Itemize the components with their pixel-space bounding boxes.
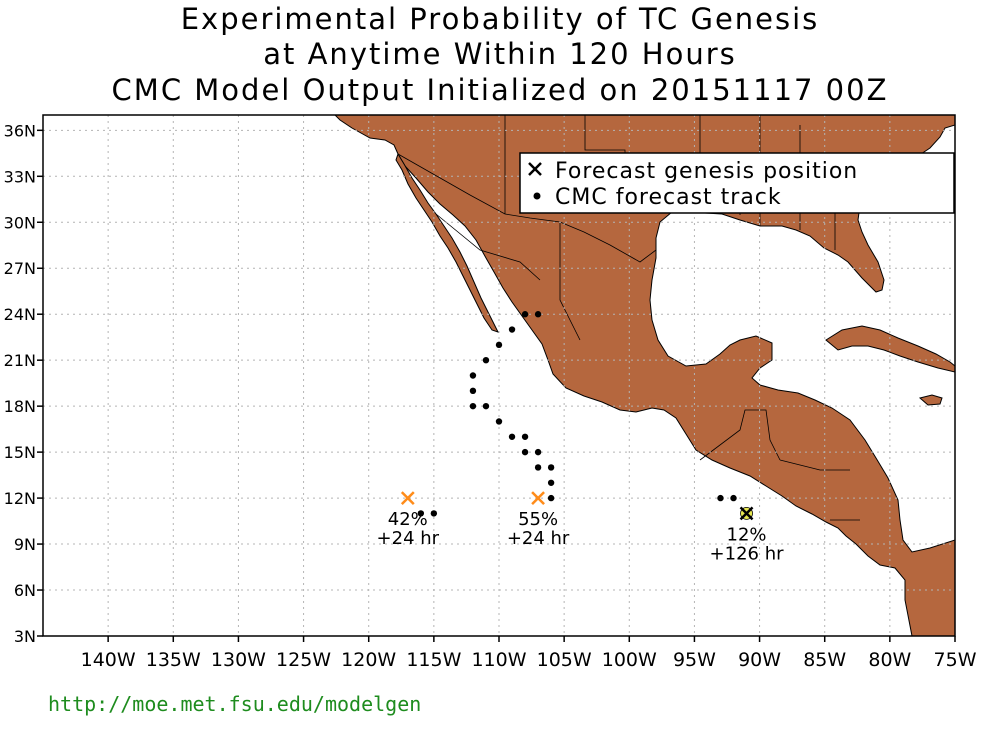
track-point	[495, 418, 503, 425]
genesis-x-icon	[400, 491, 415, 505]
legend: Forecast genesis position CMC forecast t…	[519, 152, 955, 214]
lon-tick-label: 90W	[738, 649, 781, 671]
axis-ticks: 140W 135W 130W 125W 120W 115W 110W 105W 100W 95W 9…	[4, 121, 977, 671]
lon-tick-label: 125W	[276, 649, 331, 671]
lat-tick-label: 15N	[4, 443, 36, 462]
track-point	[508, 326, 516, 333]
genesis-marker: 12%+126 hr	[710, 506, 785, 564]
track-point	[730, 494, 737, 502]
lon-tick-label: 75W	[934, 649, 977, 671]
legend-genesis-label: Forecast genesis position	[555, 159, 858, 184]
land-baja-california	[395, 152, 499, 333]
lon-tick-label: 80W	[868, 649, 911, 671]
track-point	[417, 510, 425, 517]
legend-track-label: CMC forecast track	[555, 185, 782, 210]
legend-box	[519, 152, 955, 214]
track-point	[482, 356, 490, 364]
track-point	[495, 341, 503, 349]
genesis-marker: 55%+24 hr	[507, 491, 570, 549]
lon-tick-label: 85W	[803, 649, 846, 671]
lon-tick-label: 115W	[406, 649, 461, 671]
lon-tick-label: 135W	[146, 649, 201, 671]
legend-x-icon	[528, 162, 542, 176]
track-point	[469, 402, 477, 410]
track-point	[717, 494, 724, 502]
lon-tick-label: 95W	[673, 649, 716, 671]
track-point	[547, 464, 555, 471]
source-url[interactable]: http://moe.met.fsu.edu/modelgen	[48, 692, 422, 716]
lon-tick-label: 120W	[341, 649, 396, 671]
genesis-x-icon	[531, 491, 545, 505]
genesis-marker: 42%+24 hr	[377, 491, 440, 549]
lon-tick-label: 100W	[602, 649, 657, 671]
genesis-probability: 42%	[388, 509, 428, 530]
lat-lon-grid	[43, 115, 955, 636]
track-point	[469, 372, 477, 379]
title-line-3: CMC Model Output Initialized on 20151117…	[111, 73, 889, 107]
land-cuba	[825, 325, 955, 373]
track-point	[521, 311, 529, 318]
genesis-lead-time: +126 hr	[710, 543, 785, 564]
lat-tick-label: 33N	[4, 167, 36, 186]
track-point	[482, 402, 490, 410]
lon-tick-label: 110W	[471, 649, 526, 671]
lat-tick-label: 18N	[4, 397, 36, 416]
lon-tick-label: 105W	[537, 649, 592, 671]
lat-tick-label: 27N	[4, 259, 36, 278]
lat-tick-label: 12N	[4, 489, 36, 508]
track-point	[508, 433, 516, 440]
lat-tick-label: 24N	[4, 305, 36, 324]
track-point	[469, 387, 477, 395]
genesis-lead-time: +24 hr	[377, 528, 440, 549]
forecast-tracks	[417, 311, 737, 517]
genesis-x-icon	[739, 506, 754, 521]
track-point	[521, 433, 529, 440]
lat-tick-label: 6N	[14, 581, 36, 600]
lat-tick-label: 21N	[4, 351, 36, 370]
track-point	[521, 448, 529, 456]
genesis-lead-time: +24 hr	[507, 528, 570, 549]
track-point	[547, 479, 555, 486]
lat-tick-label: 30N	[4, 213, 36, 232]
legend-dot-icon	[533, 192, 541, 200]
lat-tick-label: 3N	[14, 627, 36, 646]
genesis-probability: 12%	[727, 524, 767, 545]
track-point	[430, 510, 438, 517]
land-jamaica	[918, 394, 943, 406]
land-layer	[334, 115, 955, 636]
title-line-1: Experimental Probability of TC Genesis	[180, 2, 820, 36]
track-point	[547, 494, 555, 502]
lat-tick-label: 9N	[14, 535, 36, 554]
genesis-probability: 55%	[518, 509, 558, 530]
title-line-2: at Anytime Within 120 Hours	[263, 37, 737, 71]
track-point	[534, 311, 542, 318]
lon-tick-label: 140W	[81, 649, 136, 671]
lon-tick-label: 130W	[211, 649, 266, 671]
lat-tick-label: 36N	[4, 121, 36, 140]
land-north-america	[334, 115, 955, 636]
track-point	[534, 464, 542, 471]
track-point	[534, 448, 542, 456]
